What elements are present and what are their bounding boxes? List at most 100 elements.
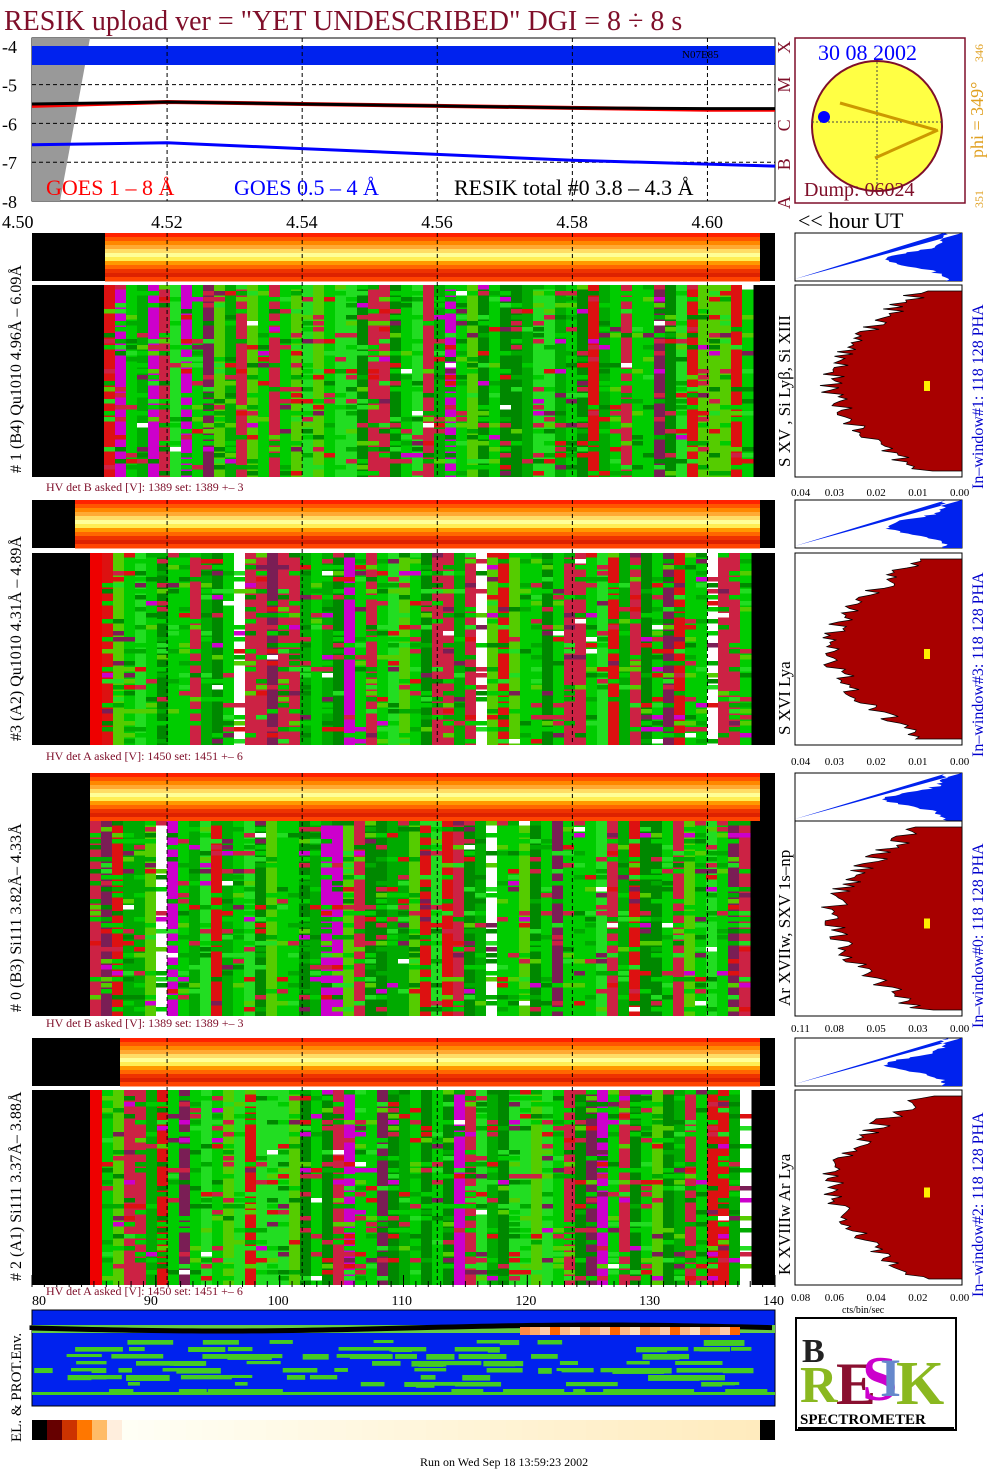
heatmap-cell: [178, 875, 190, 880]
env-hot-cell: [680, 1327, 690, 1335]
heatmap-cell: [223, 571, 235, 576]
heatmap-cell: [101, 923, 113, 928]
heatmap-cell: [223, 673, 235, 678]
heatmap-cell: [522, 459, 534, 464]
heatmap-cell: [222, 881, 234, 886]
heatmap-cell: [674, 595, 686, 600]
heatmap-cell: [575, 1126, 587, 1131]
heatmap-cell: [478, 315, 490, 320]
heatmap-cell: [476, 1174, 488, 1179]
heatmap-cell: [134, 851, 146, 856]
heatmap-cell: [729, 649, 741, 654]
heatmap-cell: [223, 1264, 235, 1269]
heatmap-cell: [464, 923, 476, 928]
heatmap-cell: [366, 631, 378, 636]
heatmap-cell: [311, 589, 323, 594]
heatmap-cell: [366, 1222, 378, 1227]
heatmap-cell: [343, 983, 355, 988]
heatmap-cell: [233, 959, 245, 964]
heatmap-cell: [577, 429, 589, 434]
heatmap-cell: [632, 465, 644, 470]
heatmap-cell: [200, 851, 212, 856]
heatmap-cell: [112, 971, 124, 976]
heatmap-cell: [124, 697, 136, 702]
heatmap-cell: [685, 1090, 697, 1095]
heatmap-cell: [333, 577, 345, 582]
heatmap-column: [377, 553, 389, 745]
heatmap-cell: [412, 351, 424, 356]
heatmap-cell: [500, 447, 512, 452]
strip-band: [120, 1074, 760, 1079]
strip-band: [75, 536, 760, 541]
heatmap-cell: [310, 959, 322, 964]
heatmap-cell: [157, 619, 169, 624]
heatmap-cell: [654, 339, 666, 344]
heatmap-cell: [717, 1001, 729, 1006]
heatmap-cell: [511, 429, 523, 434]
env-green-patch: [202, 1340, 239, 1345]
window-label: In–window#0: 118 128 PHA: [970, 843, 987, 1028]
heatmap-cell: [234, 1114, 246, 1119]
heatmap-cell: [663, 1258, 675, 1263]
heatmap-cell: [168, 553, 180, 558]
heatmap-cell: [586, 697, 598, 702]
heatmap-cell: [742, 333, 754, 338]
heatmap-cell: [278, 631, 290, 636]
heatmap-cell: [531, 1090, 543, 1095]
heatmap-cell: [498, 1150, 510, 1155]
heatmap-cell: [575, 643, 587, 648]
heatmap-cell: [278, 1270, 290, 1275]
heatmap-cell: [597, 1162, 609, 1167]
heatmap-cell: [211, 947, 223, 952]
heatmap-cell: [423, 453, 435, 458]
heatmap-cell: [113, 1246, 125, 1251]
heatmap-cell: [707, 679, 719, 684]
heatmap-cell: [157, 1126, 169, 1131]
heatmap-cell: [687, 315, 699, 320]
heatmap-cell: [509, 1216, 521, 1221]
env-green-patch: [111, 1354, 164, 1359]
heatmap-cell: [640, 827, 652, 832]
goes-y-tick-label: -7: [2, 153, 17, 173]
heatmap-cell: [454, 697, 466, 702]
heatmap-cell: [443, 613, 455, 618]
heatmap-cell: [190, 1270, 202, 1275]
goes-class-label: C: [774, 119, 794, 131]
heatmap-cell: [256, 1162, 268, 1167]
heatmap-cell: [608, 1264, 620, 1269]
heatmap-cell: [566, 345, 578, 350]
heatmap-cell: [684, 989, 696, 994]
heatmap-cell: [255, 1001, 267, 1006]
heatmap-cell: [112, 911, 124, 916]
heatmap-cell: [585, 917, 597, 922]
heatmap-cell: [707, 1144, 719, 1149]
heatmap-cell: [577, 375, 589, 380]
heatmap-cell: [674, 583, 686, 588]
colorbar-step: [47, 1420, 62, 1440]
heatmap-cell: [256, 685, 268, 690]
bottom-tick-label: 100: [268, 1294, 289, 1309]
heatmap-cell: [662, 941, 674, 946]
strip-band: [120, 1062, 760, 1067]
heatmap-cell: [663, 649, 675, 654]
heatmap-cell: [599, 387, 611, 392]
heatmap-cell: [300, 1096, 312, 1101]
heatmap-cell: [399, 577, 411, 582]
strip-black-right: [760, 500, 775, 548]
heatmap-cell: [203, 399, 215, 404]
heatmap-cell: [663, 1228, 675, 1233]
heatmap-cell: [643, 453, 655, 458]
heatmap-cell: [134, 839, 146, 844]
heatmap-cell: [566, 399, 578, 404]
heatmap-column: [124, 1090, 136, 1285]
heatmap-cell: [467, 291, 479, 296]
heatmap-cell: [445, 345, 457, 350]
heatmap-cell: [684, 929, 696, 934]
heatmap-cell: [354, 929, 366, 934]
heatmap-cell: [465, 655, 477, 660]
heatmap-cell: [618, 911, 630, 916]
heatmap-cell: [321, 995, 333, 1000]
heatmap-cell: [718, 1096, 730, 1101]
env-green-patch: [486, 1368, 523, 1373]
heatmap-cell: [575, 1276, 587, 1281]
